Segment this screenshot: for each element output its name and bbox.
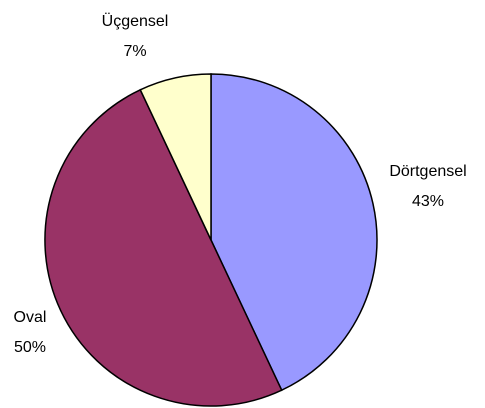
slice-value-label: 50% bbox=[14, 339, 46, 356]
slice-value-label: 43% bbox=[412, 193, 444, 210]
slice-label: Oval bbox=[14, 309, 47, 326]
pie-slice bbox=[139, 73, 212, 241]
slice-value-label: 7% bbox=[123, 43, 146, 60]
slice-label: Dörtgensel bbox=[389, 163, 466, 180]
pie-slice bbox=[44, 88, 283, 407]
slice-label: Üçgensel bbox=[102, 12, 169, 30]
pie-slice bbox=[210, 73, 378, 392]
